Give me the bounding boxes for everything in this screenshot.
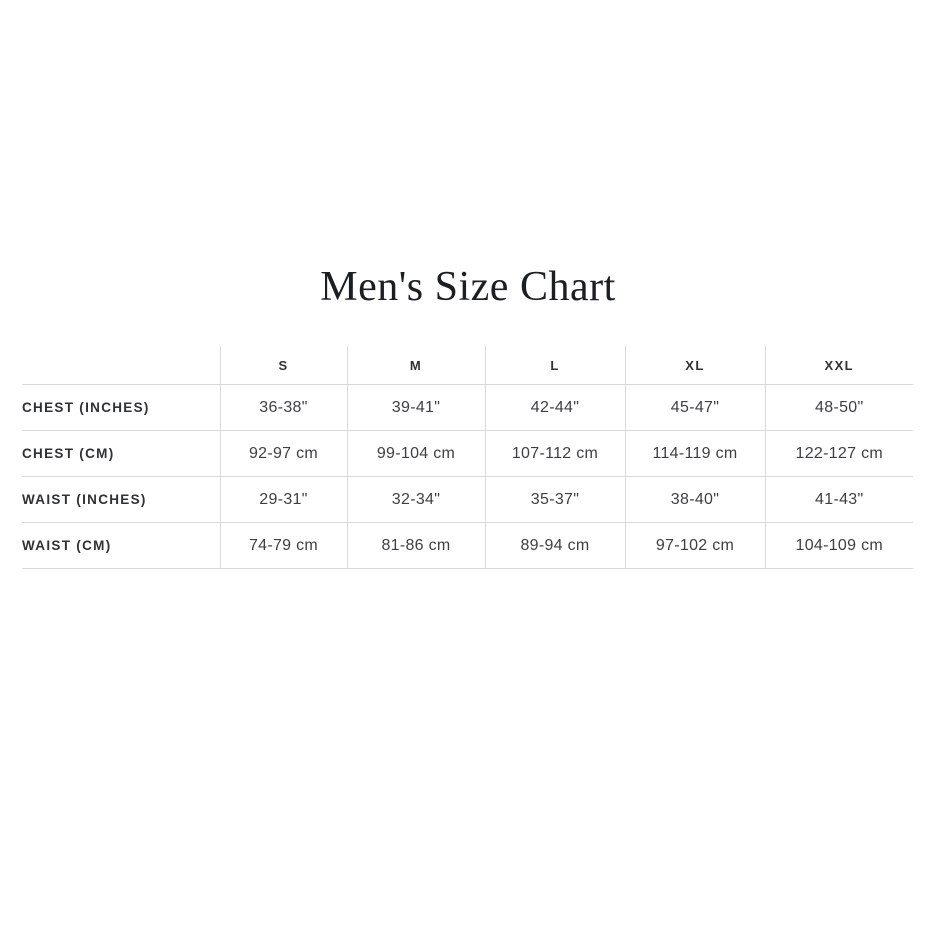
- size-value: 36-38": [219, 384, 347, 431]
- table-row-chest-inches: CHEST (INCHES) 36-38" 39-41" 42-44" 45-4…: [22, 384, 913, 431]
- size-value: 32-34": [346, 476, 485, 523]
- header-row: S M L XL XXL: [22, 346, 913, 385]
- size-value: 97-102 cm: [624, 522, 765, 569]
- table-row-waist-cm: WAIST (CM) 74-79 cm 81-86 cm 89-94 cm 97…: [22, 522, 913, 569]
- column-header-xxl: XXL: [764, 346, 913, 385]
- column-header-xl: XL: [624, 346, 765, 385]
- table-row-chest-cm: CHEST (CM) 92-97 cm 99-104 cm 107-112 cm…: [22, 430, 913, 477]
- size-value: 38-40": [624, 476, 765, 523]
- row-label-waist-inches: WAIST (INCHES): [22, 476, 220, 523]
- size-value: 89-94 cm: [484, 522, 625, 569]
- page-title: Men's Size Chart: [320, 264, 616, 310]
- size-value: 29-31": [219, 476, 347, 523]
- size-value: 114-119 cm: [624, 430, 765, 477]
- size-value: 48-50": [764, 384, 913, 431]
- column-header-l: L: [484, 346, 625, 385]
- size-value: 45-47": [624, 384, 765, 431]
- size-value: 122-127 cm: [764, 430, 913, 477]
- size-value: 92-97 cm: [219, 430, 347, 477]
- row-label-chest-cm: CHEST (CM): [22, 430, 220, 477]
- size-value: 39-41": [346, 384, 485, 431]
- size-chart-table: S M L XL XXL CHEST (INCHES) 36-38" 39-41…: [22, 346, 913, 569]
- corner-cell: [22, 346, 220, 385]
- row-label-waist-cm: WAIST (CM): [22, 522, 220, 569]
- size-value: 41-43": [764, 476, 913, 523]
- size-value: 81-86 cm: [346, 522, 485, 569]
- column-header-m: M: [346, 346, 485, 385]
- size-value: 104-109 cm: [764, 522, 913, 569]
- size-value: 107-112 cm: [484, 430, 625, 477]
- row-label-chest-inches: CHEST (INCHES): [22, 384, 220, 431]
- size-value: 35-37": [484, 476, 625, 523]
- column-header-s: S: [219, 346, 347, 385]
- size-value: 42-44": [484, 384, 625, 431]
- table-row-waist-inches: WAIST (INCHES) 29-31" 32-34" 35-37" 38-4…: [22, 476, 913, 523]
- size-value: 99-104 cm: [346, 430, 485, 477]
- size-value: 74-79 cm: [219, 522, 347, 569]
